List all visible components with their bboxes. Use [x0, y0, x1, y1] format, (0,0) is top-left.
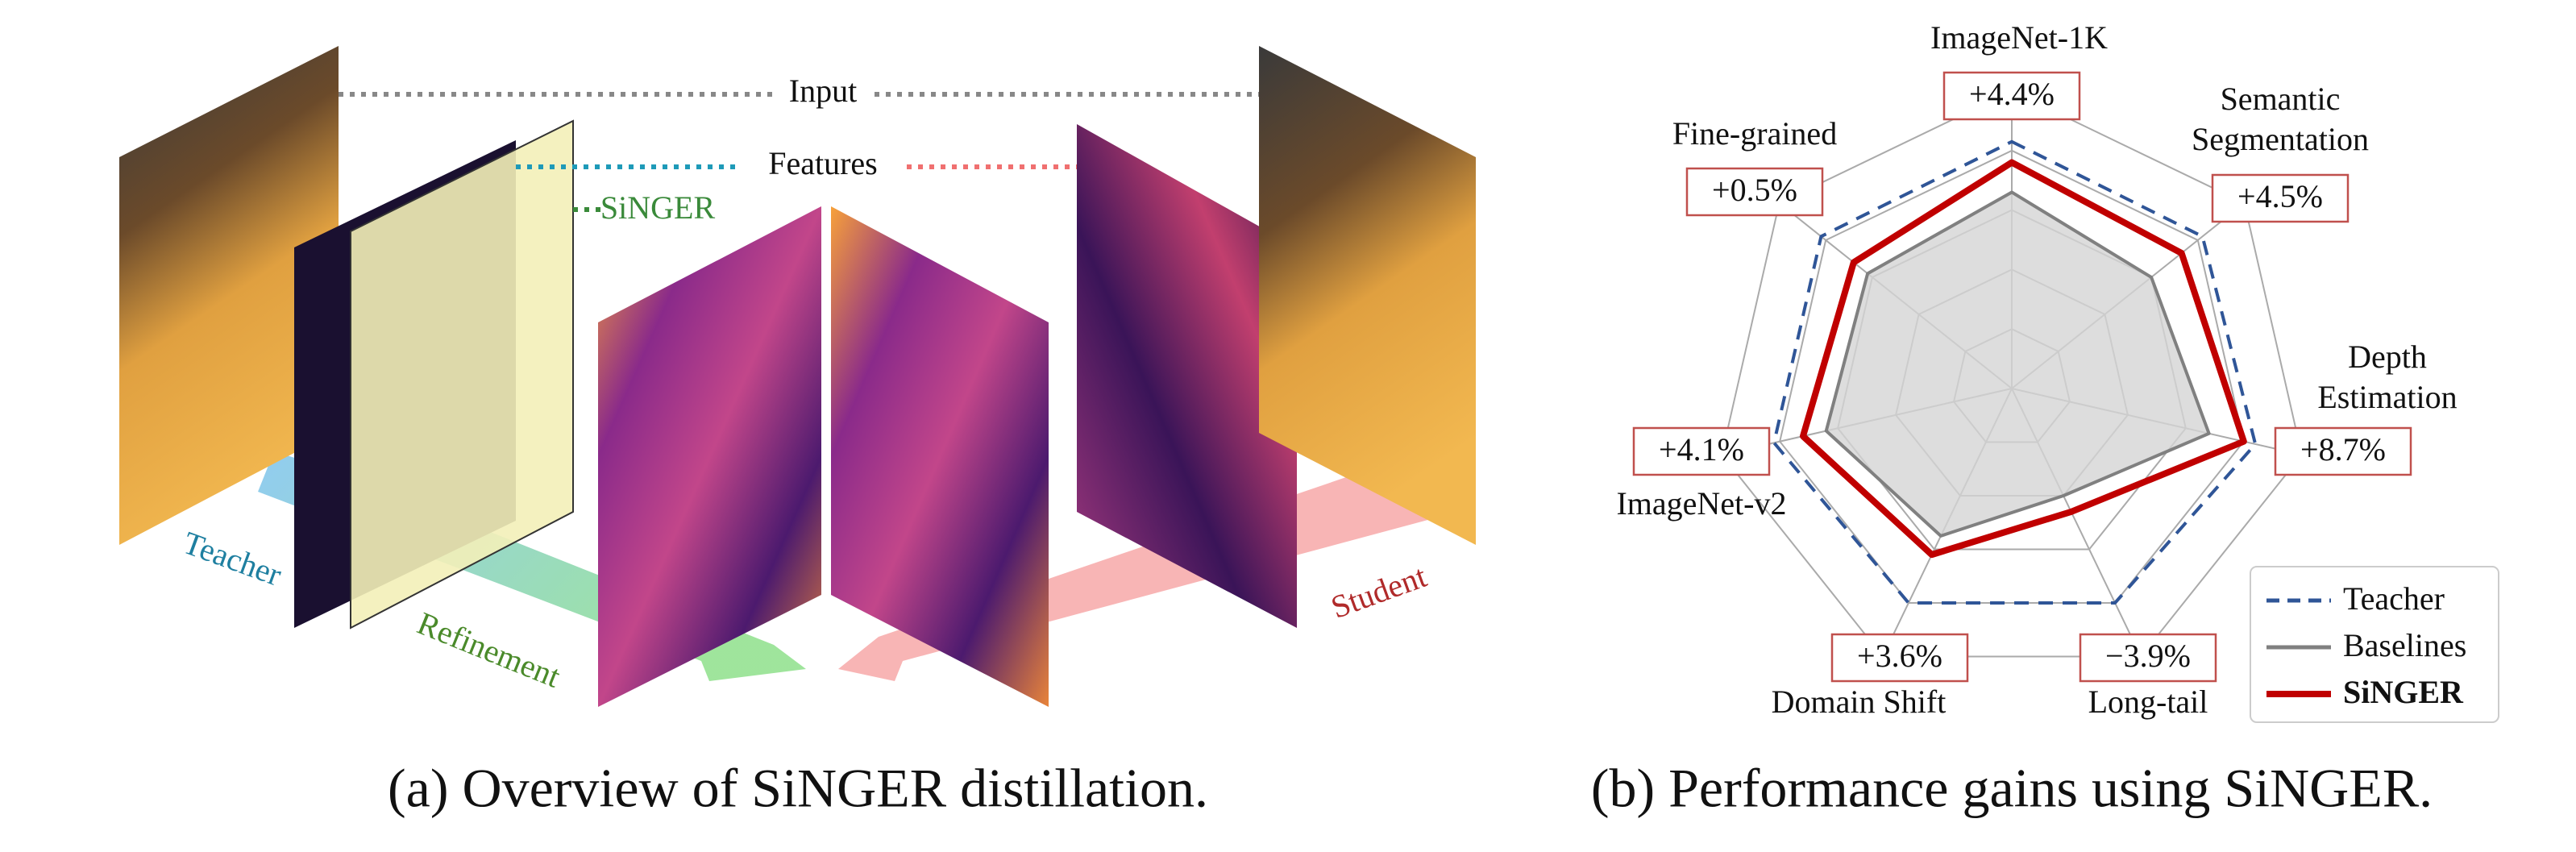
gain-label: +4.5% — [2237, 178, 2323, 214]
axis-label: Segmentation — [2192, 121, 2369, 157]
caption: (b) Performance gains using SiNGER. — [1591, 758, 2433, 819]
gain-label: +8.7% — [2300, 431, 2386, 468]
gain-label: +4.1% — [1659, 431, 1744, 468]
grid-ring — [1721, 89, 2303, 658]
teacher-heatmap — [598, 206, 821, 707]
axis-label: Domain Shift — [1772, 684, 1947, 720]
gain-box — [2079, 633, 2217, 683]
axis-label: Estimation — [2317, 379, 2457, 415]
label: Features — [768, 145, 878, 181]
axis-label: Semantic — [2221, 81, 2341, 117]
gain-label: +4.4% — [1969, 76, 2055, 112]
singer-feature — [350, 119, 574, 630]
student-feature — [1077, 124, 1297, 628]
gain-label: −3.9% — [2105, 638, 2191, 674]
gain-box — [2211, 173, 2350, 223]
grid-ring — [1779, 149, 2245, 604]
gain-box — [1942, 71, 2081, 121]
gain-box — [1685, 167, 1824, 217]
student-heatmap — [831, 206, 1049, 707]
label: Input — [789, 73, 857, 109]
legend-label: SiNGER — [2343, 674, 2464, 710]
axis-label: Long-tail — [2088, 684, 2208, 720]
axis-label: ImageNet-v2 — [1616, 485, 1786, 522]
series-line — [1772, 139, 2258, 605]
label: Student — [1326, 558, 1431, 625]
series-line — [1799, 159, 2247, 559]
legend-label: Teacher — [2343, 580, 2445, 617]
gain-box — [1830, 633, 1969, 683]
legend-box — [2250, 566, 2499, 723]
series-line — [1824, 190, 2211, 538]
label: SiNGER — [600, 189, 716, 226]
legend-label: Baselines — [2343, 627, 2466, 663]
gain-label: +3.6% — [1857, 638, 1942, 674]
student-image — [1259, 46, 1476, 545]
teacher-image — [119, 46, 339, 545]
radar-chart: ImageNet-1K +4.4% Semantic Segmentation +4.5… — [1591, 19, 2499, 819]
axis-label: ImageNet-1K — [1930, 19, 2108, 56]
caption: (a) Overview of SiNGER distillation. — [388, 758, 1208, 819]
diagram: Input Features SiNGER Teacher Refinement… — [119, 46, 1476, 819]
label: Refinement — [413, 605, 566, 695]
label: Teacher — [179, 524, 287, 592]
gain-box — [1632, 426, 1771, 476]
gain-box — [2274, 426, 2412, 476]
gain-label: +0.5% — [1712, 172, 1797, 208]
axis-label: Fine-grained — [1672, 115, 1837, 152]
axis-label: Depth — [2348, 339, 2427, 375]
